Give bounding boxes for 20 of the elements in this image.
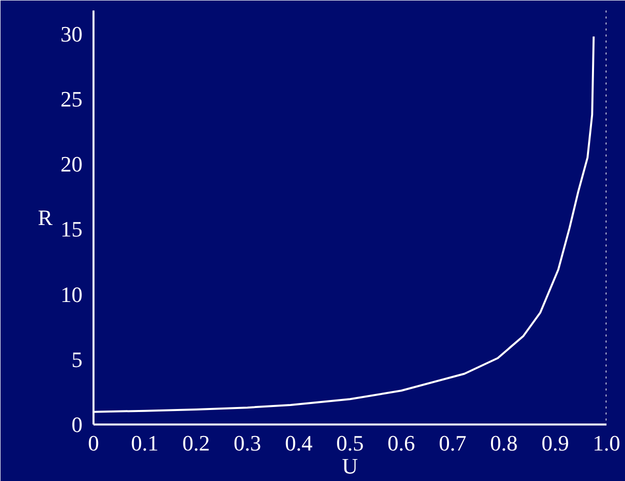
y-tick-label: 25 bbox=[60, 86, 82, 112]
x-tick-label: 0.3 bbox=[234, 430, 262, 456]
x-tick-label: 0.7 bbox=[438, 430, 466, 456]
y-tick-label: 20 bbox=[60, 152, 82, 177]
y-axis-title: R bbox=[38, 205, 53, 230]
x-tick-label: 0.4 bbox=[284, 430, 312, 456]
x-tick-label: 0.2 bbox=[182, 430, 210, 456]
x-tick-label: 1.0 bbox=[592, 430, 620, 456]
y-tick-label: 15 bbox=[60, 216, 82, 242]
x-tick-label: 0.1 bbox=[131, 430, 159, 456]
y-tick-label: 30 bbox=[60, 21, 82, 46]
x-tick-label: 0.6 bbox=[388, 430, 416, 456]
y-tick-label: 10 bbox=[60, 282, 82, 307]
x-tick-label: 0 bbox=[88, 430, 99, 456]
x-tick-label: 0.5 bbox=[336, 430, 364, 456]
x-tick-label: 0.9 bbox=[541, 430, 569, 456]
y-tick-label: 5 bbox=[72, 346, 82, 372]
y-tick-label: 0 bbox=[72, 412, 82, 437]
x-tick-label: 0.8 bbox=[490, 430, 518, 456]
x-axis-title: U bbox=[342, 454, 358, 478]
